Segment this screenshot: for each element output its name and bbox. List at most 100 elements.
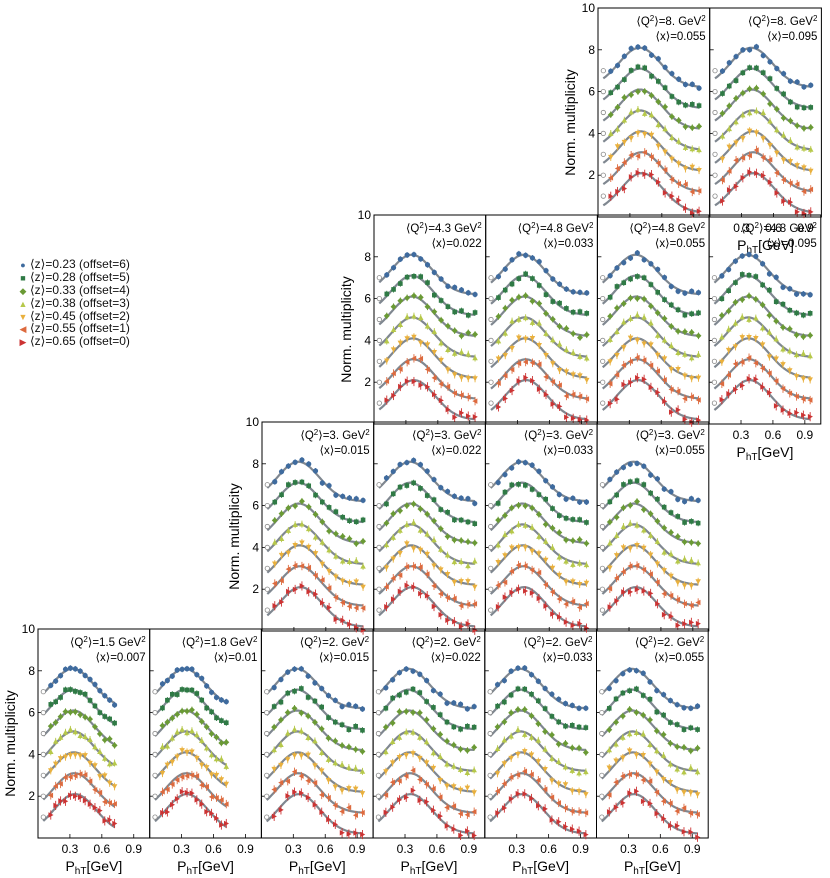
data-point bbox=[312, 763, 318, 769]
data-point bbox=[528, 771, 534, 778]
data-point bbox=[528, 734, 535, 740]
data-point bbox=[668, 613, 674, 620]
data-point bbox=[808, 209, 814, 215]
data-point bbox=[411, 313, 417, 319]
data-point bbox=[563, 369, 570, 375]
data-point bbox=[169, 801, 176, 808]
data-point bbox=[655, 122, 662, 128]
data-point bbox=[360, 497, 366, 503]
data-point bbox=[694, 769, 701, 775]
data-point bbox=[444, 719, 450, 725]
data-point bbox=[502, 305, 509, 312]
data-point bbox=[465, 723, 470, 729]
data-point bbox=[502, 489, 508, 495]
data-point bbox=[339, 742, 346, 749]
data-point bbox=[198, 737, 205, 743]
data-point bbox=[694, 792, 701, 798]
data-point bbox=[800, 333, 807, 340]
data-point bbox=[695, 834, 701, 841]
data-point bbox=[384, 338, 390, 344]
data-point bbox=[298, 728, 305, 734]
data-point bbox=[563, 496, 569, 502]
data-point bbox=[760, 384, 766, 390]
data-point bbox=[464, 811, 470, 818]
data-point bbox=[725, 372, 731, 378]
data-point bbox=[620, 345, 627, 351]
start-marker bbox=[264, 482, 270, 488]
data-point bbox=[522, 336, 529, 342]
data-point bbox=[607, 586, 613, 592]
data-point bbox=[92, 763, 98, 769]
data-point bbox=[648, 92, 655, 99]
data-point bbox=[535, 737, 542, 743]
data-point bbox=[608, 193, 614, 200]
data-point bbox=[292, 789, 298, 795]
data-point bbox=[788, 99, 793, 105]
data-point bbox=[787, 78, 793, 84]
data-point bbox=[424, 551, 430, 557]
data-point bbox=[502, 266, 508, 272]
data-point bbox=[292, 688, 297, 694]
data-point bbox=[285, 463, 291, 469]
data-point bbox=[628, 174, 634, 180]
data-point bbox=[550, 506, 555, 511]
data-point bbox=[793, 352, 800, 358]
data-point bbox=[106, 800, 112, 806]
data-point bbox=[754, 65, 759, 71]
data-point bbox=[502, 471, 508, 478]
data-point bbox=[82, 714, 89, 721]
start-marker bbox=[152, 793, 158, 799]
data-point bbox=[661, 356, 668, 362]
panel-x-label: ⟨x⟩=0.055 bbox=[655, 30, 705, 43]
data-point bbox=[661, 315, 668, 322]
data-point bbox=[542, 728, 549, 735]
data-point bbox=[199, 697, 205, 703]
data-point bbox=[801, 84, 807, 90]
data-point bbox=[218, 797, 224, 803]
data-point bbox=[438, 507, 444, 512]
data-point bbox=[562, 782, 569, 788]
legend-entry: ■ ⟨z⟩=0.28 (offset=5) bbox=[16, 270, 130, 284]
data-point bbox=[218, 756, 225, 762]
data-point bbox=[695, 332, 702, 339]
data-point bbox=[174, 729, 180, 735]
x-axis-title: PhT[GeV] bbox=[737, 444, 794, 463]
data-point bbox=[634, 686, 639, 692]
data-point bbox=[218, 697, 224, 703]
data-point bbox=[203, 745, 210, 751]
data-point bbox=[411, 457, 417, 463]
data-point bbox=[292, 503, 299, 509]
data-point bbox=[627, 546, 634, 552]
data-point bbox=[668, 343, 675, 349]
data-point bbox=[189, 687, 195, 693]
data-point bbox=[445, 509, 450, 515]
data-point bbox=[563, 601, 569, 607]
data-point bbox=[788, 199, 794, 205]
data-point bbox=[535, 759, 542, 765]
data-point bbox=[199, 801, 205, 807]
data-point bbox=[438, 381, 444, 387]
data-point bbox=[417, 797, 423, 804]
data-point bbox=[695, 520, 701, 526]
data-point bbox=[306, 588, 312, 595]
data-point bbox=[179, 666, 185, 672]
data-point bbox=[403, 708, 410, 715]
data-point bbox=[668, 386, 674, 393]
data-point bbox=[668, 489, 674, 495]
data-point bbox=[576, 828, 582, 834]
data-point bbox=[502, 805, 508, 811]
data-point bbox=[339, 808, 345, 815]
data-point bbox=[688, 810, 694, 817]
data-point bbox=[471, 832, 477, 839]
data-point bbox=[766, 329, 773, 335]
data-point bbox=[563, 286, 569, 292]
data-point bbox=[674, 766, 680, 772]
data-point bbox=[687, 747, 694, 754]
data-point bbox=[471, 808, 477, 815]
data-point bbox=[766, 354, 773, 360]
data-point bbox=[339, 722, 345, 728]
data-point bbox=[494, 682, 501, 688]
data-point bbox=[654, 309, 661, 316]
data-point bbox=[726, 266, 732, 273]
data-point bbox=[536, 802, 542, 809]
